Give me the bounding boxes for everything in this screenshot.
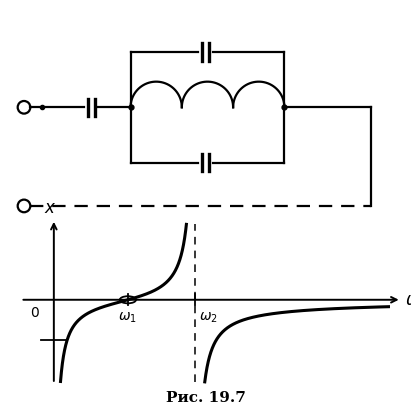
Text: $\omega_1$: $\omega_1$ bbox=[118, 311, 137, 326]
Text: Рис. 19.7: Рис. 19.7 bbox=[166, 391, 245, 404]
Text: $x$: $x$ bbox=[44, 199, 56, 217]
Text: $\omega_2$: $\omega_2$ bbox=[199, 311, 218, 326]
Circle shape bbox=[120, 296, 136, 303]
Text: $\omega$: $\omega$ bbox=[405, 291, 411, 309]
Text: 0: 0 bbox=[30, 306, 39, 320]
